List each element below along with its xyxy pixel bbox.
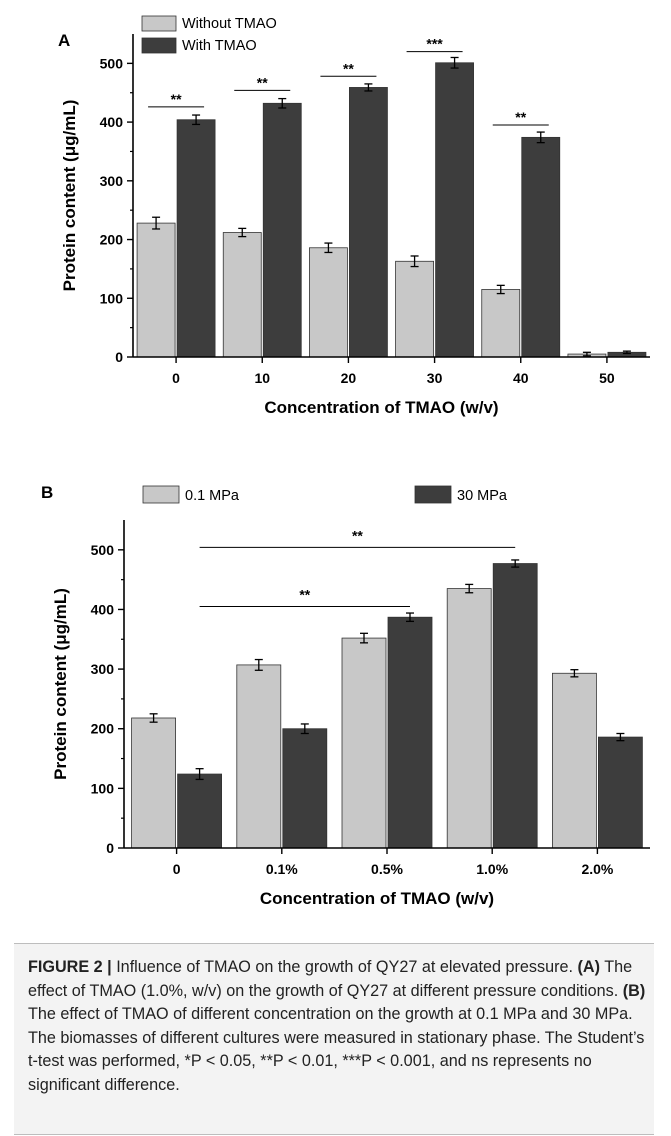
panel-b-y-tick-label-0: 0 (106, 840, 114, 856)
panel-b-y-tick-label-3: 300 (91, 661, 115, 677)
panel-b-y-tick-label-4: 400 (91, 601, 115, 617)
panel-b-x-tick-label-1: 0.1% (266, 861, 298, 877)
chart-panel-b: B 0 100 200 300 400 500 0 0.1% 0.5% 1.0% 2.0% Concen… (41, 483, 650, 908)
panel-b-bracket-label-1: ** (299, 586, 310, 602)
panel-a-sig-label-3: *** (426, 36, 443, 52)
panel-b-bar-s1-0 (131, 717, 177, 849)
panel-b-legend-label-0: 0.1 MPa (185, 488, 240, 504)
panel-b-legend-swatch-1 (414, 485, 452, 504)
panel-b-bar-s2-4 (598, 736, 643, 849)
panel-a-bar-s2-1 (262, 102, 302, 358)
panel-b-label: B (41, 483, 53, 502)
panel-a-legend-swatch-0 (141, 15, 177, 32)
caption-label: FIGURE 2 | (28, 958, 112, 976)
panel-a-x-tick-label-3: 30 (427, 370, 443, 386)
panel-a-x-tick-label-5: 50 (599, 370, 615, 386)
panel-a-sig-label-0: ** (171, 91, 182, 107)
panel-a-x-tick-label-0: 0 (172, 370, 180, 386)
panel-b-y-axis-title: Protein content (μg/mL) (51, 588, 70, 780)
panel-b-bar-s1-4 (552, 672, 597, 849)
caption-title: Influence of TMAO on the growth of QY27 … (116, 958, 573, 976)
panel-a-sig-label-1: ** (257, 74, 268, 90)
panel-a-bar-s1-4 (481, 289, 521, 358)
panel-b-x-tick-label-4: 2.0% (581, 861, 613, 877)
caption-part-b-label: (B) (622, 981, 646, 1000)
panel-b-x-tick-label-3: 1.0% (476, 861, 508, 877)
panel-a-bar-s2-2 (349, 87, 388, 358)
panel-a-x-axis-title: Concentration of TMAO (w/v) (264, 398, 498, 417)
panel-a-y-tick-label-1: 100 (100, 290, 124, 306)
panel-a-bar-s2-3 (435, 62, 474, 358)
panel-b-bar-s1-3 (446, 588, 492, 849)
panel-a-x-tick-label-1: 10 (254, 370, 270, 386)
panel-b-x-tick-label-2: 0.5% (371, 861, 403, 877)
panel-b-x-tick-label-0: 0 (173, 861, 181, 877)
panel-a-y-tick-label-4: 400 (100, 114, 124, 130)
figure-caption: FIGURE 2 | Influence of TMAO on the grow… (28, 956, 648, 1098)
panel-a-legend-label-0: Without TMAO (182, 16, 277, 32)
panel-a-y-tick-label-3: 300 (100, 173, 124, 189)
panel-b-bar-s1-1 (236, 664, 282, 849)
panel-a-y-tick-label-0: 0 (115, 349, 123, 365)
panel-a-bar-s2-0 (176, 119, 216, 358)
caption-part-b-text: The effect of TMAO of different concentr… (28, 1005, 645, 1094)
panel-b-y-tick-label-1: 100 (91, 780, 115, 796)
panel-a-bar-s1-1 (222, 232, 262, 358)
panel-b-bar-s1-2 (341, 637, 387, 849)
panel-b-bar-s2-3 (492, 563, 538, 849)
caption-part-a-label: (A) (577, 958, 600, 976)
panel-b-bar-s2-0 (177, 773, 223, 849)
panel-b-legend-swatch-0 (142, 485, 180, 504)
panel-a-sig-label-2: ** (343, 60, 354, 76)
panel-a-bar-s1-3 (395, 260, 434, 358)
panel-b-bracket-label-0: ** (352, 527, 363, 543)
panel-a-sig-label-4: ** (515, 109, 526, 125)
panel-b-y-tick-label-2: 200 (91, 721, 115, 737)
panel-b-bar-s2-1 (282, 728, 328, 849)
panel-a-legend-swatch-1 (141, 37, 177, 54)
panel-a-y-axis-title: Protein content (μg/mL) (60, 100, 79, 292)
panel-a-bar-s2-4 (521, 136, 561, 358)
panel-a-x-tick-label-4: 40 (513, 370, 529, 386)
panel-b-x-axis-title: Concentration of TMAO (w/v) (260, 889, 494, 908)
panel-a-bar-s1-2 (309, 247, 348, 358)
figure-caption-box: FIGURE 2 | Influence of TMAO on the grow… (14, 943, 654, 1135)
panel-b-legend-label-1: 30 MPa (457, 488, 508, 504)
panel-a-x-tick-label-2: 20 (341, 370, 357, 386)
panel-b-bar-s2-2 (387, 616, 433, 849)
chart-panel-a: A 0 100 200 300 400 500 0 10 20 30 40 50 Concentratio… (58, 15, 650, 417)
panel-a-y-tick-label-2: 200 (100, 232, 124, 248)
panel-b-y-tick-label-5: 500 (91, 542, 115, 558)
panel-a-label: A (58, 31, 70, 50)
caption-part-a-text: The effect of TMAO (1.0%, w/v) on the gr… (28, 958, 633, 1000)
panel-a-legend-label-1: With TMAO (182, 38, 257, 54)
panel-a-y-tick-label-5: 500 (100, 55, 124, 71)
panel-a-bar-s1-0 (136, 222, 176, 358)
